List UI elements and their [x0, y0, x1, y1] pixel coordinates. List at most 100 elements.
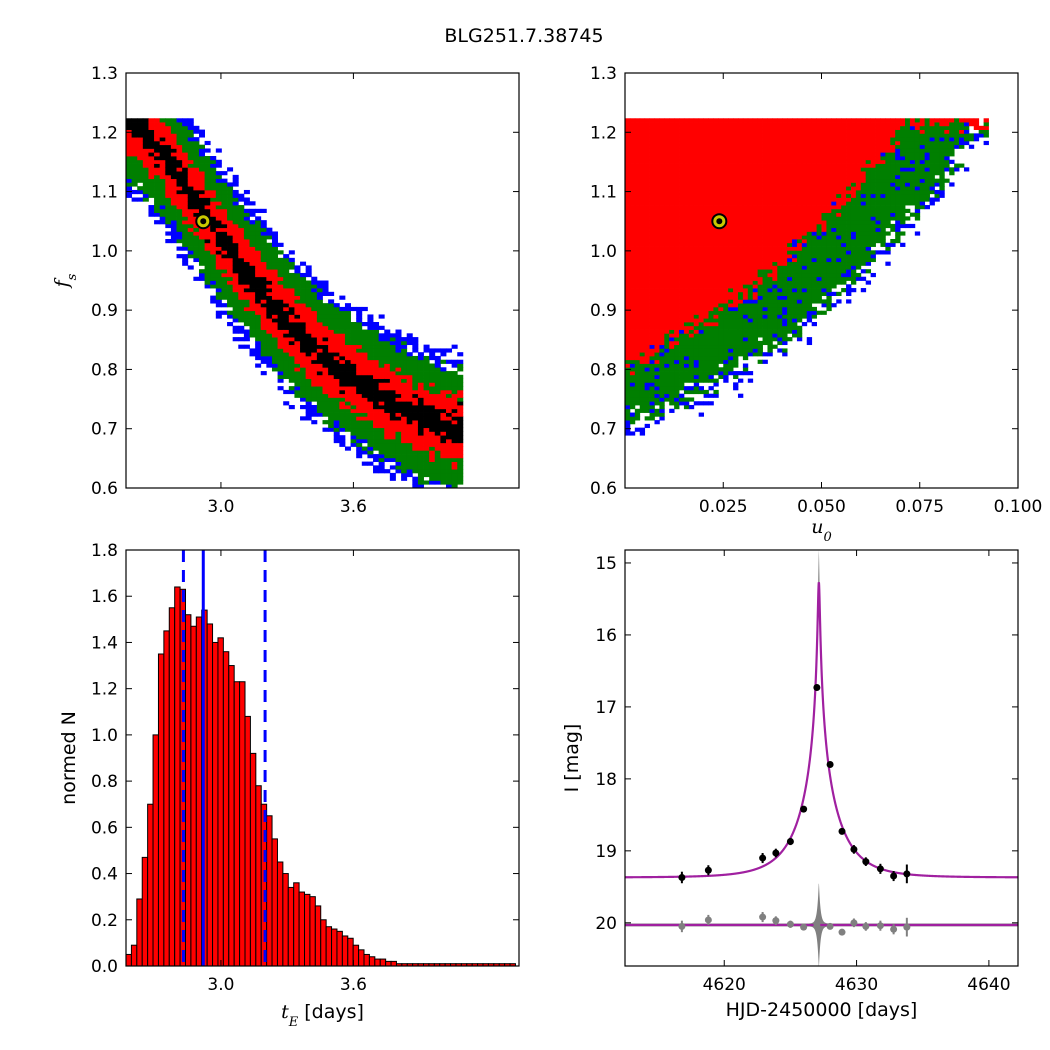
heatmap-cell [659, 318, 665, 323]
heatmap-cell [210, 186, 217, 191]
heatmap-cell [255, 329, 262, 334]
heatmap-cell [339, 371, 346, 376]
heatmap-cell [187, 118, 194, 123]
heatmap-cell [401, 408, 408, 413]
heatmap-cell [406, 412, 413, 417]
heatmap-cell [772, 250, 778, 255]
heatmap-cell [649, 389, 655, 395]
heatmap-cell [826, 152, 832, 157]
heatmap-cell [679, 140, 685, 146]
heatmap-cell [728, 246, 734, 251]
heatmap-cell [294, 337, 301, 342]
heatmap-cell [659, 269, 665, 274]
heatmap-cell [683, 250, 690, 255]
heatmap-cell [227, 303, 234, 308]
heatmap-cell [277, 269, 284, 274]
heatmap-cell [271, 367, 278, 372]
heatmap-cell [674, 291, 680, 296]
heatmap-cell [811, 178, 817, 183]
heatmap-cell [762, 220, 768, 225]
heatmap-cell [826, 303, 832, 308]
heatmap-cell [801, 288, 808, 293]
heatmap-cell [446, 420, 453, 425]
heatmap-cell [367, 423, 374, 429]
heatmap-cell [752, 276, 759, 281]
heatmap-cell [457, 469, 464, 474]
heatmap-cell [816, 272, 822, 278]
heatmap-cell [659, 212, 665, 217]
heatmap-cell [328, 352, 335, 357]
heatmap-cell [703, 284, 709, 289]
heatmap-cell [271, 333, 278, 338]
heatmap-cell [328, 314, 335, 319]
heatmap-cell [154, 140, 161, 146]
heatmap-cell [137, 189, 144, 195]
heatmap-cell [806, 280, 813, 285]
heatmap-cell [389, 408, 396, 413]
heatmap-cell [708, 288, 714, 293]
heatmap-cell [669, 344, 675, 349]
heatmap-cell [639, 144, 646, 149]
heatmap-cell [204, 140, 211, 146]
heatmap-cell [659, 408, 665, 413]
heatmap-cell [644, 374, 650, 379]
heatmap-cell [412, 446, 419, 451]
heatmap-cell [417, 401, 424, 406]
heatmap-cell [752, 186, 759, 191]
heatmap-cell [664, 322, 670, 327]
heatmap-cell [283, 337, 290, 342]
heatmap-cell [148, 122, 155, 127]
heatmap-cell [634, 216, 641, 221]
heatmap-cell [718, 348, 724, 353]
heatmap-cell [406, 442, 413, 447]
heatmap-cell [644, 201, 650, 206]
heatmap-cell [350, 393, 357, 398]
heatmap-cell [361, 420, 368, 425]
heatmap-cell [350, 412, 357, 417]
heatmap-cell [131, 182, 138, 187]
heatmap-cell [811, 159, 817, 164]
heatmap-cell [322, 322, 329, 327]
heatmap-cell [367, 393, 374, 398]
heatmap-cell [333, 438, 340, 444]
heatmap-cell [644, 257, 650, 263]
heatmap-cell [266, 288, 273, 293]
heatmap-cell [322, 397, 329, 402]
heatmap-cell [772, 216, 778, 221]
heatmap-cell [747, 306, 754, 312]
heatmap-cell [644, 220, 650, 225]
heatmap-cell [283, 314, 290, 319]
heatmap-cell [669, 265, 675, 270]
heatmap-cell [757, 306, 763, 312]
heatmap-cell [659, 246, 665, 251]
heatmap-cell [182, 171, 189, 176]
heatmap-cell [300, 322, 307, 327]
heatmap-cell [752, 174, 759, 180]
heatmap-cell [434, 408, 441, 413]
heatmap-cell [688, 314, 695, 319]
heatmap-cell [723, 159, 729, 164]
heatmap-cell [683, 265, 690, 270]
heatmap-cell [683, 337, 690, 342]
heatmap-cell [644, 174, 650, 180]
heatmap-cell [649, 284, 655, 289]
heatmap-cell [328, 363, 335, 368]
heatmap-cell [782, 122, 788, 127]
heatmap-cell [728, 254, 734, 259]
heatmap-cell [792, 163, 798, 168]
heatmap-cell [182, 118, 189, 123]
heatmap-cell [782, 242, 788, 247]
heatmap-cell [811, 246, 817, 251]
heatmap-cell [659, 291, 665, 296]
heatmap-cell [679, 254, 685, 259]
heatmap-cell [747, 303, 754, 308]
heatmap-cell [826, 246, 832, 251]
heatmap-cell [232, 306, 239, 312]
heatmap-cell [294, 291, 301, 296]
heatmap-cell [787, 239, 793, 244]
heatmap-cell [182, 122, 189, 127]
heatmap-cell [674, 156, 680, 161]
heatmap-cell [159, 133, 166, 138]
heatmap-cell [723, 355, 729, 361]
heatmap-cell [423, 393, 430, 398]
